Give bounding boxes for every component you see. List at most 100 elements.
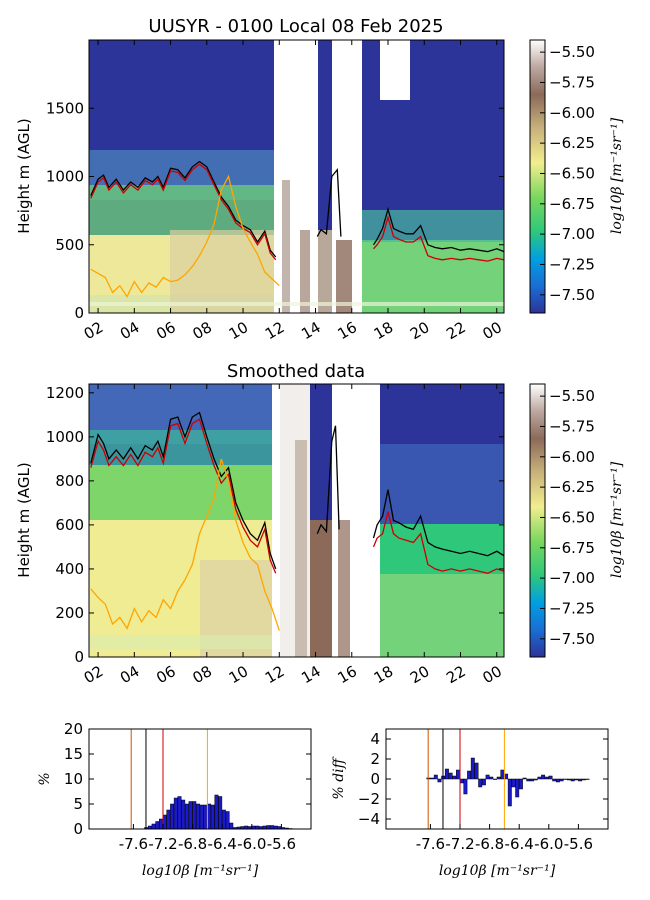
colorbar1-tick-label: −6.00 [549, 104, 595, 122]
difference-bar [467, 770, 472, 780]
histogram-bar [266, 825, 271, 830]
panel1-layer-line-2 [372, 206, 505, 253]
colorbar2-tick-label: −7.50 [549, 630, 595, 648]
histogram-xlabel: log10β [m⁻¹sr⁻¹] [142, 863, 259, 879]
panel1-ytick-label: 1500 [46, 99, 84, 117]
difference-bar [533, 778, 538, 781]
panel1-colorbar-label: log10β [m⁻¹sr⁻¹] [609, 117, 625, 234]
panel1-layer-line-5 [90, 174, 280, 298]
histogram-bar [159, 818, 163, 830]
panel1-layer-line-3 [90, 163, 277, 261]
panel1-title: UUSYR - 0100 Local 08 Feb 2025 [148, 16, 443, 37]
histogram-panel: -7.6 -7.2 -6.8 -6.4 -6.0 -5.6 0 5 10 15 20 % log10… [37, 720, 312, 879]
difference-bar [559, 778, 564, 782]
panel2-xtick-label: 22 [443, 662, 469, 687]
difference-bar [515, 778, 520, 798]
difference-xtick-label: -6.4 [505, 835, 534, 853]
panel2-xtick-label: 12 [262, 662, 288, 687]
difference-bar [567, 778, 571, 781]
panel2-xtick-label: 02 [81, 662, 107, 687]
panel1-colorbar: −5.50 −5.75 −6.00 −6.25 −6.50 −6.75 −7.00 −7.25… [529, 39, 625, 314]
colorbar2-tick-label: −5.75 [549, 417, 595, 435]
histogram-ylabel: % [37, 772, 53, 785]
raw-backscatter-panel: UUSYR - 0100 Local 08 Feb 2025 02 04 06 08 1… [15, 16, 505, 343]
panel2-layer-line-2 [372, 489, 505, 557]
difference-ytick-label: 4 [370, 730, 380, 748]
panel1-xtick-label: 00 [479, 318, 505, 343]
histogram-ytick-label: 0 [73, 820, 83, 838]
panel1-xtick-label: 04 [117, 318, 143, 343]
difference-bar [578, 778, 583, 782]
difference-bar [463, 778, 468, 795]
difference-xtick-label: -6.0 [534, 835, 563, 853]
histogram-bar [221, 809, 226, 830]
colorbar1-tick-label: −7.25 [549, 255, 595, 273]
difference-bar [456, 769, 460, 780]
panel2-ytick-label: 400 [55, 560, 84, 578]
panel1-ytick-label: 0 [74, 304, 84, 322]
histogram-bar [151, 823, 156, 830]
difference-ytick-label: 0 [370, 770, 380, 788]
difference-bar [496, 776, 501, 780]
panel1-layer-line-4 [373, 215, 505, 262]
histogram-bar [270, 825, 274, 830]
panel2-ytick-label: 0 [74, 648, 84, 666]
colorbar2-tick-label: −6.25 [549, 478, 595, 496]
colorbar1-tick-label: −5.75 [549, 73, 595, 91]
histogram-ytick-label: 15 [64, 745, 83, 763]
difference-bar [444, 768, 449, 780]
difference-bar [433, 774, 438, 780]
difference-xtick-label: -5.6 [564, 835, 593, 853]
panel2-layer-line-0 [90, 411, 277, 570]
panel2-ytick-label: 1000 [46, 428, 84, 446]
colorbar1-tick-label: −7.00 [549, 225, 595, 243]
histogram-bar [214, 794, 219, 830]
difference-bar [526, 778, 531, 782]
colorbar1-tick-label: −6.75 [549, 195, 595, 213]
histogram-bar [177, 796, 182, 830]
histogram-xtick-label: -5.6 [267, 835, 296, 853]
panel2-layer-line-4 [372, 511, 505, 574]
histogram-xtick-label: -7.2 [148, 835, 177, 853]
panel2-xtick-label: 16 [335, 662, 361, 687]
difference-bar [570, 778, 575, 782]
panel2-xtick-label: 10 [226, 662, 252, 687]
difference-bar [481, 778, 486, 786]
panel2-xtick-label: 18 [371, 662, 397, 687]
panel2-xtick-label: 06 [153, 662, 179, 687]
panel1-layer-line-1 [316, 167, 342, 237]
panel1-xtick-label: 02 [81, 318, 107, 343]
difference-xtick-label: -6.8 [475, 835, 504, 853]
histogram-xtick-label: -6.8 [178, 835, 207, 853]
difference-bar [541, 774, 546, 780]
difference-ylabel: % diff [331, 756, 347, 799]
smoothed-backscatter-panel: Smoothed data 02 04 06 08 10 12 14 16 18 20 22 0002… [15, 361, 505, 687]
histogram-bar [225, 811, 230, 830]
panel1-xtick-label: 14 [298, 318, 324, 343]
difference-bar [537, 776, 542, 780]
panel2-heatmap [89, 384, 504, 657]
colorbar2-tick-label: −6.00 [549, 448, 595, 466]
difference-bar [552, 778, 557, 782]
difference-bar [470, 757, 475, 780]
panel2-xtick-label: 00 [479, 662, 505, 687]
histogram-bar [218, 796, 223, 830]
difference-xtick-label: -7.2 [445, 835, 474, 853]
panel1-ytick-label: 500 [55, 236, 84, 254]
panel1-xtick-label: 10 [226, 318, 252, 343]
panel1-xtick-label: 18 [371, 318, 397, 343]
colorbar1-tick-label: −6.25 [549, 134, 595, 152]
panel1-heatmap [89, 40, 504, 313]
colorbar1-tick-label: −5.50 [549, 43, 595, 61]
panel1-ylabel: Height m (AGL) [15, 118, 33, 233]
histogram-ytick-label: 10 [64, 770, 83, 788]
panel1-xtick-label: 16 [335, 318, 361, 343]
difference-ytick-label: −4 [358, 810, 380, 828]
histogram-bar [196, 803, 200, 830]
colorbar2-tick-label: −7.25 [549, 599, 595, 617]
panel1-ytick-label: 1000 [46, 168, 84, 186]
difference-bar [493, 778, 497, 780]
difference-bar [511, 778, 516, 788]
difference-bar [518, 778, 523, 790]
